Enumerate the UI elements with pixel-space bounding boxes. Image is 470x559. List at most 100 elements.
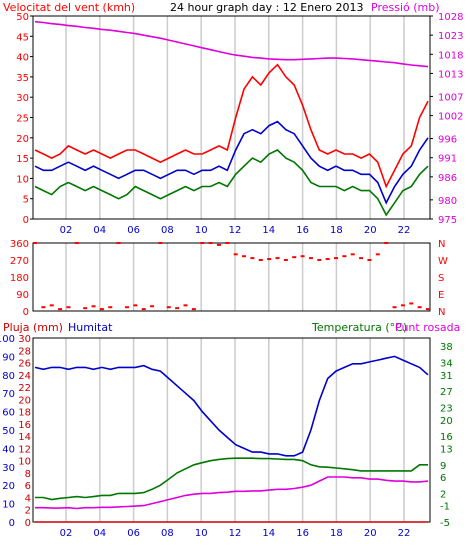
series-line-green (35, 457, 428, 501)
direction-point (359, 257, 364, 260)
y-tick-label-direction: 0 (23, 307, 29, 318)
series-line-blue (34, 120, 429, 205)
y-tick-label-compass: S (438, 273, 444, 284)
wind-speed-axis-label: Velocitat del vent (kmh) (3, 1, 135, 14)
x-tick-label: 02 (60, 225, 73, 236)
direction-point (183, 304, 188, 307)
y-tick-label-humidity: 100 (0, 334, 15, 345)
direction-point (317, 259, 322, 261)
y-tick-label-rain: 20 (18, 395, 31, 406)
x-tick-label: 20 (364, 225, 377, 236)
direction-point (292, 256, 297, 259)
y-tick-label-temperature: 6 (440, 473, 446, 484)
y-tick-label-temperature: -5 (440, 518, 450, 529)
y-tick-label-pressure: 986 (438, 173, 457, 184)
series-line-green (34, 149, 429, 217)
x-tick-label: 04 (93, 528, 106, 539)
direction-point (417, 306, 422, 309)
dewpoint-axis-label: Punt rosada (395, 321, 460, 334)
direction-point (409, 302, 414, 305)
pressure-axis-label: Pressió (mb) (371, 1, 440, 14)
y-tick-label-temperature: 16 (440, 432, 453, 443)
direction-point (141, 308, 146, 311)
direction-point (325, 258, 330, 261)
y-tick-label-direction: 360 (10, 239, 29, 250)
y-tick-label-humidity: 70 (2, 389, 15, 400)
direction-point (66, 306, 71, 309)
y-tick-label-compass: E (438, 290, 444, 301)
y-tick-label-temperature: 38 (440, 342, 453, 353)
y-tick-label-humidity: 60 (2, 408, 15, 419)
x-tick-label: 16 (296, 225, 309, 236)
direction-point (166, 306, 171, 309)
y-tick-label-rain: 0 (25, 518, 31, 529)
series-line-magenta (35, 476, 429, 510)
direction-point (258, 259, 263, 261)
x-tick-label: 22 (398, 528, 411, 539)
y-tick-label-wind: 50 (16, 12, 29, 23)
y-tick-label-wind: 40 (16, 53, 29, 64)
direction-point (233, 253, 238, 256)
direction-point (83, 307, 88, 310)
series-line-magenta (34, 20, 429, 68)
direction-point (216, 243, 221, 246)
direction-point (375, 253, 380, 256)
direction-point (334, 257, 339, 260)
rain-axis-label: Pluja (mm) (3, 321, 63, 334)
direction-point (250, 257, 255, 260)
y-tick-label-pressure: 980 (438, 196, 457, 207)
x-tick-label: 18 (330, 225, 343, 236)
y-tick-label-wind: 5 (23, 195, 29, 206)
y-tick-label-temperature: 27 (440, 387, 453, 398)
direction-point (133, 304, 138, 307)
y-tick-label-wind: 35 (16, 73, 29, 84)
y-tick-label-humidity: 20 (2, 481, 15, 492)
direction-point (150, 305, 155, 308)
y-tick-label-pressure: 996 (438, 135, 457, 146)
y-tick-label-direction: 180 (10, 273, 29, 284)
y-tick-label-wind: 0 (23, 215, 29, 226)
y-tick-label-rain: 6 (25, 481, 31, 492)
x-tick-label: 02 (60, 528, 73, 539)
y-tick-label-humidity: 10 (2, 500, 15, 511)
y-tick-label-rain: 28 (18, 346, 31, 357)
direction-point (200, 242, 205, 244)
y-tick-label-wind: 30 (16, 93, 29, 104)
y-tick-label-wind: 20 (16, 134, 29, 145)
direction-point (191, 308, 196, 311)
y-tick-label-temperature: 23 (440, 404, 453, 415)
y-tick-label-humidity: 80 (2, 371, 15, 382)
y-tick-label-pressure: 1018 (438, 50, 463, 61)
direction-point (99, 308, 104, 311)
y-tick-label-wind: 45 (16, 32, 29, 43)
y-tick-label-temperature: 20 (440, 416, 453, 427)
direction-point (275, 257, 280, 260)
y-tick-label-rain: 14 (18, 432, 31, 443)
y-tick-label-direction: 90 (16, 290, 29, 301)
direction-point (158, 242, 163, 244)
direction-point (33, 242, 37, 244)
direction-point (392, 306, 397, 309)
x-tick-label: 10 (195, 528, 208, 539)
y-tick-label-wind: 10 (16, 174, 29, 185)
y-tick-label-rain: 16 (18, 420, 31, 431)
x-tick-label: 22 (398, 225, 411, 236)
x-tick-label: 08 (161, 225, 174, 236)
direction-point (384, 242, 389, 244)
x-tick-label: 06 (127, 225, 140, 236)
y-tick-label-temperature: 31 (440, 371, 453, 382)
x-tick-label: 08 (161, 528, 174, 539)
y-tick-label-humidity: 40 (2, 444, 15, 455)
direction-point (116, 242, 121, 244)
y-tick-label-pressure: 991 (438, 154, 457, 165)
direction-point (242, 255, 247, 258)
direction-point (300, 255, 305, 258)
direction-point (58, 308, 63, 311)
y-tick-label-rain: 12 (18, 444, 31, 455)
y-tick-label-pressure: 1002 (438, 112, 463, 123)
direction-point (342, 255, 347, 258)
y-tick-label-direction: 270 (10, 256, 29, 267)
y-tick-label-rain: 4 (25, 493, 31, 504)
x-tick-label: 06 (127, 528, 140, 539)
series-line-blue (34, 355, 429, 457)
